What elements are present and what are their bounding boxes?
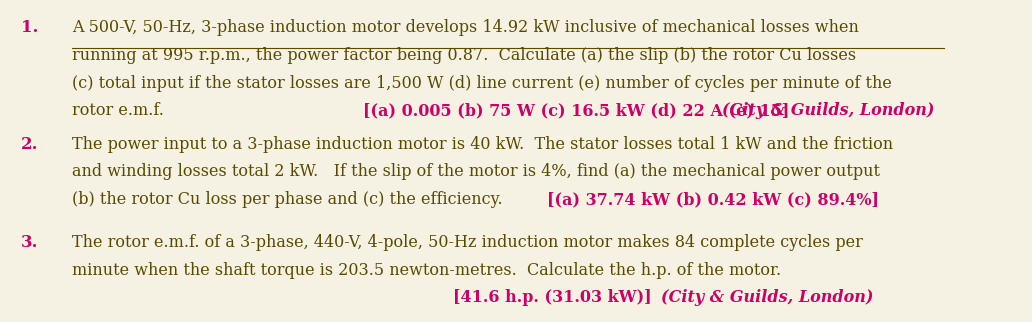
Text: [(a) 0.005 (b) 75 W (c) 16.5 kW (d) 22 A (e) 15]: [(a) 0.005 (b) 75 W (c) 16.5 kW (d) 22 A…: [363, 102, 789, 119]
Text: minute when the shaft torque is 203.5 newton-metres.  Calculate the h.p. of the : minute when the shaft torque is 203.5 ne…: [72, 261, 781, 279]
Text: [(a) 37.74 kW (b) 0.42 kW (c) 89.4%]: [(a) 37.74 kW (b) 0.42 kW (c) 89.4%]: [547, 191, 879, 208]
Text: The rotor e.m.f. of a 3-phase, 440-V, 4-pole, 50-Hz induction motor makes 84 com: The rotor e.m.f. of a 3-phase, 440-V, 4-…: [72, 234, 863, 251]
Text: (City & Guilds, London): (City & Guilds, London): [660, 289, 873, 306]
Text: 2.: 2.: [22, 136, 38, 153]
Text: (City & Guilds, London): (City & Guilds, London): [722, 102, 935, 119]
Text: The power input to a 3-phase induction motor is 40 kW.  The stator losses total : The power input to a 3-phase induction m…: [72, 136, 894, 153]
Text: A 500-V, 50-Hz, 3-phase induction motor develops 14.92 kW inclusive of mechanica: A 500-V, 50-Hz, 3-phase induction motor …: [72, 19, 859, 36]
Text: (c) total input if the stator losses are 1,500 W (d) line current (e) number of : (c) total input if the stator losses are…: [72, 75, 892, 92]
Text: [41.6 h.p. (31.03 kW)]: [41.6 h.p. (31.03 kW)]: [453, 289, 651, 306]
Text: 1.: 1.: [22, 19, 38, 36]
Text: and winding losses total 2 kW.   If the slip of the motor is 4%, find (a) the me: and winding losses total 2 kW. If the sl…: [72, 163, 880, 180]
Text: 3.: 3.: [22, 234, 38, 251]
Text: (b) the rotor Cu loss per phase and (c) the efficiency.: (b) the rotor Cu loss per phase and (c) …: [72, 191, 503, 208]
Text: rotor e.m.f.: rotor e.m.f.: [72, 102, 164, 119]
Text: running at 995 r.p.m., the power factor being 0.87.  Calculate (a) the slip (b) : running at 995 r.p.m., the power factor …: [72, 47, 857, 64]
